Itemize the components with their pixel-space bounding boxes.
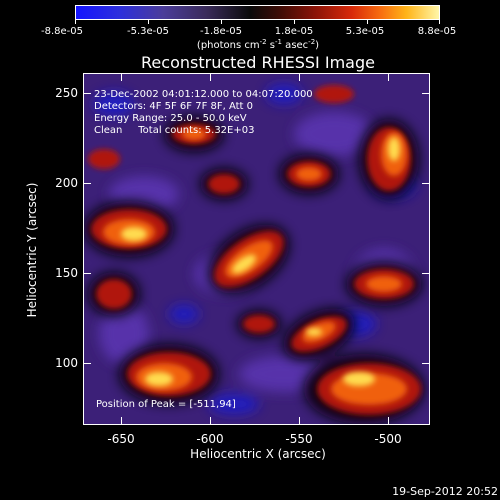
image-area: 23-Dec-2002 04:01:12.000 to 04:07:20.000… xyxy=(83,73,430,425)
x-tick-label: -500 xyxy=(374,432,402,446)
x-tick-label: -550 xyxy=(285,432,313,446)
info-line-time: 23-Dec-2002 04:01:12.000 to 04:07:20.000 xyxy=(94,89,313,100)
colorbar-tick-label: -5.3e-05 xyxy=(127,26,169,37)
y-tick-label: 150 xyxy=(55,266,78,280)
colorbar-tick-label: 8.8e-05 xyxy=(417,26,457,37)
info-line-energy: Energy Range: 25.0 - 50.0 keV xyxy=(94,113,247,124)
x-axis-label: Heliocentric X (arcsec) xyxy=(190,447,326,461)
colorbar-unit-label: (photons cm-2 s-1 asec-2) xyxy=(196,38,320,51)
y-tick-label: 200 xyxy=(55,176,78,190)
x-tick-label: -650 xyxy=(107,432,135,446)
y-axis-label: Heliocentric Y (arcsec) xyxy=(25,182,39,318)
timestamp: 19-Sep-2012 20:52 xyxy=(392,485,498,498)
info-line-detectors: Detectors: 4F 5F 6F 7F 8F, Att 0 xyxy=(94,101,254,112)
info-line-counts: Clean Total counts: 5.32E+03 xyxy=(94,125,255,136)
colorbar-tick-label: 5.3e-05 xyxy=(345,26,385,37)
colorbar-tick-label: 1.8e-05 xyxy=(274,26,314,37)
y-tick-label: 100 xyxy=(55,356,78,370)
colorbar xyxy=(75,5,440,20)
peak-position: Position of Peak = [-511,94] xyxy=(96,399,236,410)
colorbar-tick-label: -8.8e-05 xyxy=(41,26,83,37)
y-tick-label: 250 xyxy=(55,86,78,100)
x-tick-label: -600 xyxy=(196,432,224,446)
plot-title: Reconstructed RHESSI Image xyxy=(141,53,375,72)
colorbar-tick-label: -1.8e-05 xyxy=(200,26,242,37)
reconstructed-image xyxy=(84,74,429,424)
